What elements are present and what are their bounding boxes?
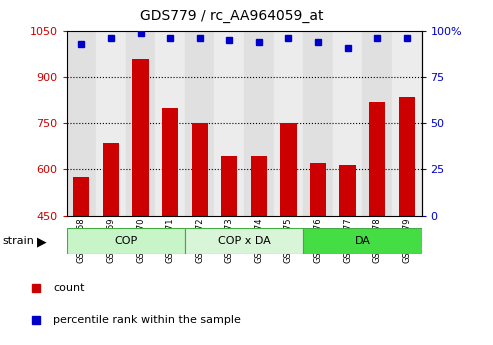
Text: strain: strain [2,237,35,246]
Bar [162,108,178,216]
Bar [96,31,126,216]
Bar [244,31,274,216]
Bar [214,31,244,216]
Text: DA: DA [354,236,370,246]
Bar [103,143,119,216]
Text: COP: COP [114,236,138,246]
Bar [185,31,214,216]
Bar [392,31,422,216]
Bar [339,165,355,216]
Bar [67,228,185,254]
Text: count: count [54,284,85,293]
Text: ▶: ▶ [37,235,47,248]
Bar [333,31,362,216]
Bar [250,156,267,216]
Bar [67,31,96,216]
Bar [73,177,90,216]
Bar [362,31,392,216]
Bar [155,31,185,216]
Bar [280,123,296,216]
Text: GDS779 / rc_AA964059_at: GDS779 / rc_AA964059_at [140,9,323,23]
Bar [303,31,333,216]
Bar [132,59,149,216]
Bar [310,163,326,216]
Bar [398,97,415,216]
Bar [303,228,422,254]
Bar [221,156,237,216]
Bar [274,31,303,216]
Bar [369,102,386,216]
Text: COP x DA: COP x DA [218,236,270,246]
Bar [185,228,303,254]
Bar [191,123,208,216]
Bar [126,31,155,216]
Text: percentile rank within the sample: percentile rank within the sample [54,315,242,325]
